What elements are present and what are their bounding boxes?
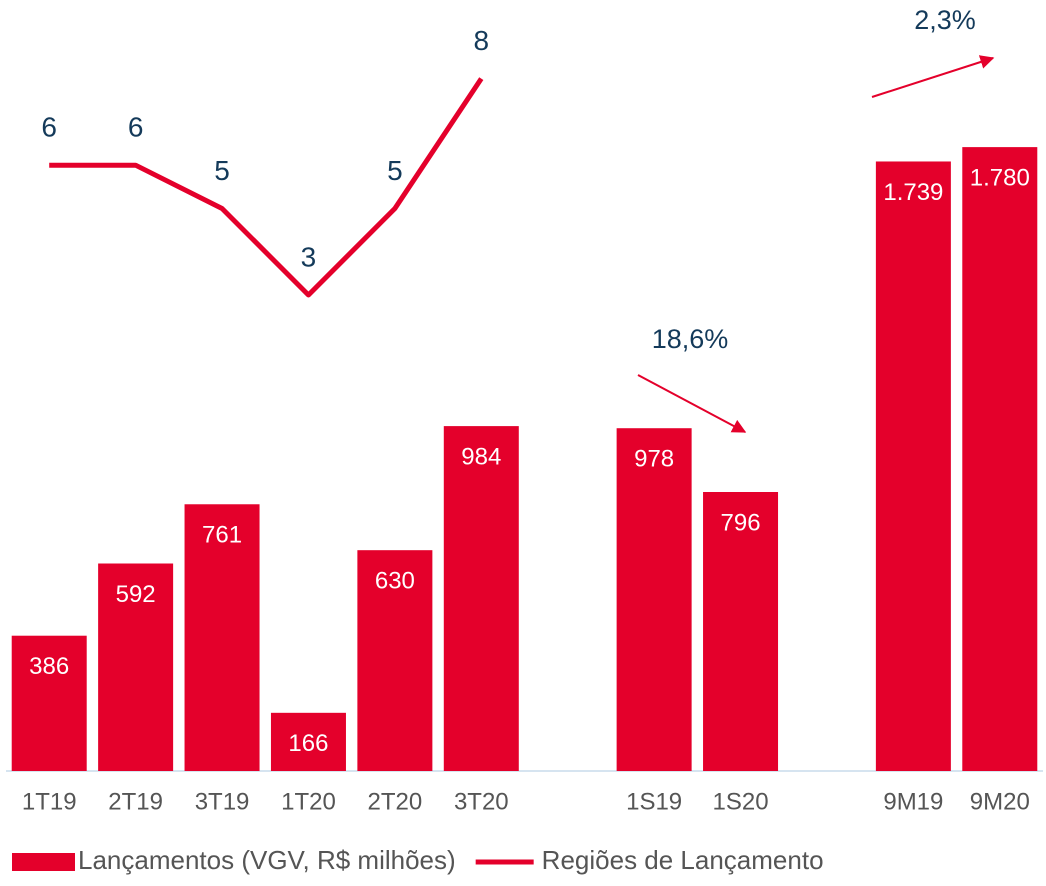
data-label: 5	[387, 155, 403, 186]
x-tick-label: 3T20	[454, 788, 509, 815]
data-label: 592	[116, 581, 156, 608]
data-label: 630	[375, 568, 415, 595]
legend-label: Regiões de Lançamento	[542, 845, 824, 875]
x-tick-label: 2T20	[368, 788, 423, 815]
x-tick-label: 1T19	[22, 788, 77, 815]
bar	[270, 712, 346, 771]
legend-label: Lançamentos (VGV, R$ milhões)	[78, 845, 456, 875]
data-label: 1.780	[970, 164, 1030, 191]
x-tick-label: 2T19	[108, 788, 163, 815]
bar	[703, 492, 779, 771]
bar	[443, 426, 519, 771]
bar	[616, 428, 692, 771]
x-tick-label: 1T20	[281, 788, 336, 815]
x-tick-label: 3T19	[195, 788, 250, 815]
arrow	[871, 55, 995, 98]
bar	[11, 635, 87, 771]
data-label: 8	[474, 25, 490, 56]
annotation: 2,3%	[914, 5, 976, 35]
data-label: 166	[288, 730, 328, 757]
data-label: 386	[29, 653, 69, 680]
data-label: 5	[214, 155, 230, 186]
data-label: 978	[634, 446, 674, 473]
x-tick-label: 9M20	[970, 788, 1030, 815]
data-label: 796	[721, 509, 761, 536]
bar	[98, 563, 174, 771]
data-label: 761	[202, 522, 242, 549]
bar	[357, 550, 433, 771]
data-label: 984	[461, 443, 501, 470]
data-label: 1.739	[883, 179, 943, 206]
bar	[962, 147, 1038, 772]
annotation: 18,6%	[652, 324, 729, 354]
data-label: 6	[128, 112, 144, 143]
line	[49, 77, 484, 298]
x-tick-label: 1S20	[713, 788, 769, 815]
data-label: 6	[41, 112, 57, 143]
legend-swatch	[12, 853, 75, 871]
data-label: 3	[301, 241, 317, 272]
arrow	[637, 374, 747, 433]
x-tick-label: 1S19	[626, 788, 682, 815]
x-tick-label: 9M19	[883, 788, 943, 815]
bar	[875, 161, 951, 772]
bar	[184, 504, 260, 771]
